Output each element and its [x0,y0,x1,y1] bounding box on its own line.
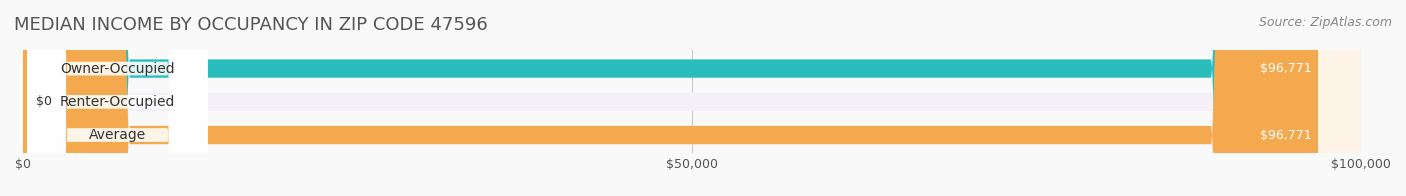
FancyBboxPatch shape [22,0,1361,196]
FancyBboxPatch shape [27,0,208,196]
Text: Renter-Occupied: Renter-Occupied [59,95,174,109]
Text: $96,771: $96,771 [1260,62,1312,75]
FancyBboxPatch shape [22,0,1361,196]
Text: Owner-Occupied: Owner-Occupied [60,62,174,76]
Text: MEDIAN INCOME BY OCCUPANCY IN ZIP CODE 47596: MEDIAN INCOME BY OCCUPANCY IN ZIP CODE 4… [14,16,488,34]
Text: Average: Average [89,128,146,142]
FancyBboxPatch shape [20,0,49,196]
FancyBboxPatch shape [22,0,1317,196]
Text: $0: $0 [37,95,52,108]
Text: $96,771: $96,771 [1260,129,1312,142]
Text: Source: ZipAtlas.com: Source: ZipAtlas.com [1258,16,1392,29]
FancyBboxPatch shape [27,0,208,196]
FancyBboxPatch shape [22,0,1317,196]
FancyBboxPatch shape [27,0,208,196]
FancyBboxPatch shape [22,0,1361,196]
